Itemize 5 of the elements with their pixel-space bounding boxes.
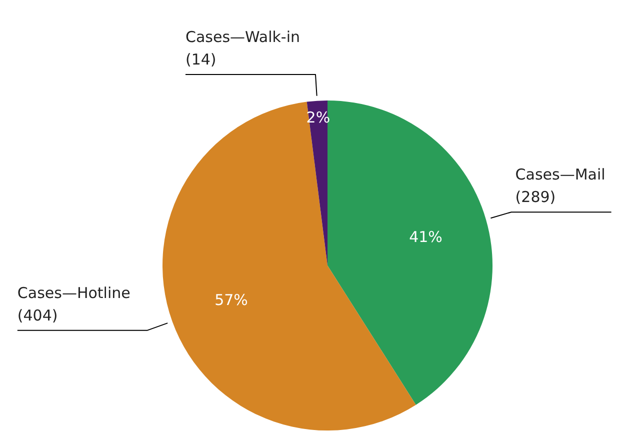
- data-label: 41%: [409, 228, 442, 246]
- data-label: 57%: [214, 291, 248, 310]
- slice-label: Cases—Mail (289): [515, 166, 606, 206]
- slice-label: Cases—Hotline (404): [17, 284, 130, 324]
- slice-label: Cases—Walk-in (14): [185, 28, 300, 68]
